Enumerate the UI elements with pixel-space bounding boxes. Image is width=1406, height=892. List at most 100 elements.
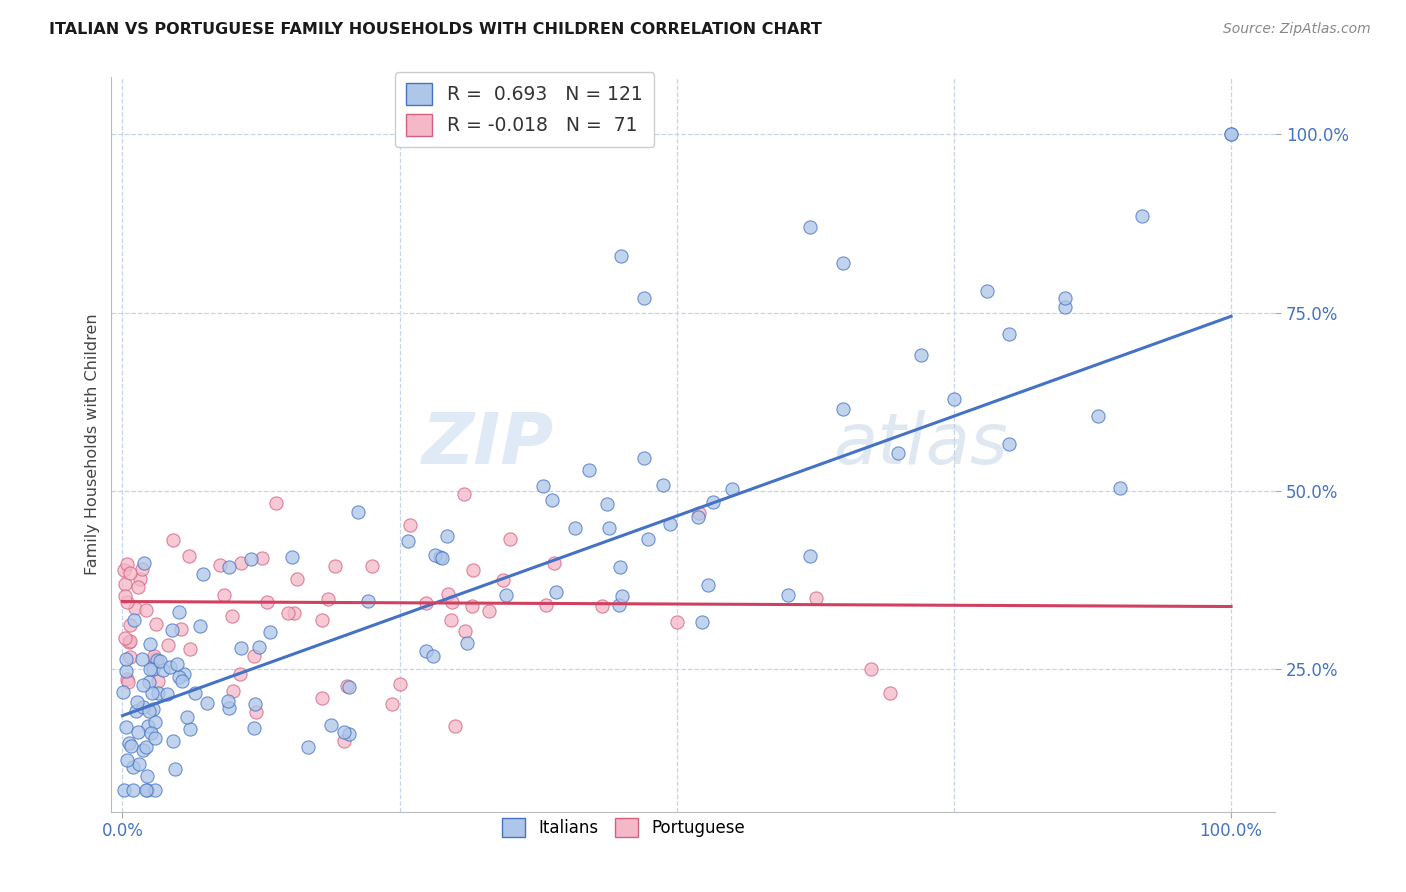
Point: [429, 549, 451, 564]
Point: [1132, 209, 1154, 223]
Text: ZIP: ZIP: [422, 410, 554, 479]
Point: [430, 551, 453, 566]
Point: [243, 721, 266, 735]
Point: [120, 633, 142, 648]
Legend: Italians, Portuguese: Italians, Portuguese: [495, 812, 752, 844]
Point: [145, 617, 167, 632]
Point: [280, 549, 302, 564]
Point: [114, 664, 136, 678]
Point: [193, 567, 215, 582]
Point: [172, 673, 194, 688]
Point: [157, 639, 180, 653]
Point: [183, 686, 205, 700]
Point: [179, 641, 201, 656]
Point: [122, 613, 145, 627]
Point: [776, 588, 799, 602]
Point: [804, 591, 827, 605]
Point: [637, 532, 659, 546]
Point: [658, 517, 681, 532]
Point: [436, 529, 458, 543]
Point: [143, 715, 166, 730]
Point: [415, 596, 437, 610]
Point: [578, 463, 600, 477]
Point: [118, 566, 141, 581]
Point: [117, 557, 139, 571]
Point: [333, 733, 356, 747]
Point: [125, 705, 148, 719]
Point: [277, 606, 299, 620]
Point: [696, 577, 718, 591]
Point: [721, 482, 744, 496]
Point: [114, 564, 136, 578]
Point: [122, 760, 145, 774]
Point: [135, 783, 157, 797]
Point: [245, 698, 267, 712]
Point: [690, 615, 713, 629]
Point: [231, 640, 253, 655]
Point: [127, 580, 149, 594]
Point: [115, 753, 138, 767]
Point: [609, 560, 631, 574]
Point: [160, 623, 183, 637]
Point: [564, 521, 586, 535]
Point: [139, 637, 162, 651]
Point: [146, 686, 169, 700]
Point: [610, 589, 633, 603]
Point: [179, 549, 201, 564]
Point: [132, 556, 155, 570]
Point: [259, 625, 281, 640]
Point: [1053, 300, 1076, 314]
Point: [156, 687, 179, 701]
Point: [422, 649, 444, 664]
Point: [222, 683, 245, 698]
Point: [152, 663, 174, 677]
Point: [118, 635, 141, 649]
Point: [1220, 128, 1243, 142]
Point: [396, 534, 419, 549]
Point: [170, 623, 193, 637]
Y-axis label: Family Households with Children: Family Households with Children: [86, 314, 100, 575]
Point: [125, 695, 148, 709]
Point: [543, 556, 565, 570]
Point: [243, 648, 266, 663]
Point: [256, 594, 278, 608]
Point: [283, 607, 305, 621]
Point: [1087, 409, 1109, 423]
Point: [297, 740, 319, 755]
Point: [321, 718, 343, 732]
Point: [249, 640, 271, 654]
Point: [146, 653, 169, 667]
Text: atlas: atlas: [834, 410, 1008, 479]
Point: [910, 348, 932, 362]
Point: [139, 662, 162, 676]
Point: [121, 783, 143, 797]
Point: [120, 649, 142, 664]
Point: [135, 769, 157, 783]
Point: [135, 603, 157, 617]
Point: [114, 589, 136, 603]
Point: [143, 649, 166, 664]
Point: [436, 587, 458, 601]
Point: [195, 696, 218, 710]
Point: [165, 762, 187, 776]
Point: [337, 727, 360, 741]
Point: [132, 699, 155, 714]
Point: [652, 478, 675, 492]
Point: [942, 392, 965, 406]
Point: [179, 723, 201, 737]
Point: [141, 726, 163, 740]
Point: [208, 558, 231, 573]
Point: [1053, 292, 1076, 306]
Point: [132, 678, 155, 692]
Point: [264, 496, 287, 510]
Point: [138, 675, 160, 690]
Point: [346, 504, 368, 518]
Point: [361, 558, 384, 573]
Text: Source: ZipAtlas.com: Source: ZipAtlas.com: [1223, 22, 1371, 37]
Point: [250, 551, 273, 566]
Point: [832, 256, 855, 270]
Point: [633, 292, 655, 306]
Point: [173, 667, 195, 681]
Point: [976, 285, 998, 299]
Point: [380, 697, 402, 711]
